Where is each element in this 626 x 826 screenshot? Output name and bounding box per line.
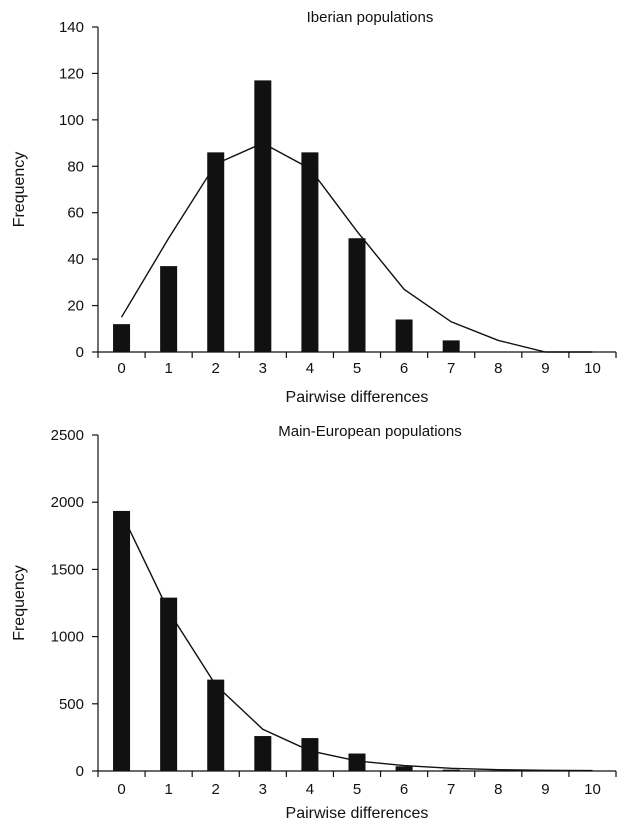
x-tick-label: 4 — [306, 360, 314, 377]
y-tick-label: 40 — [67, 251, 84, 268]
x-tick-label: 3 — [259, 360, 267, 377]
x-tick-label: 9 — [541, 360, 549, 377]
x-tick-label: 1 — [164, 360, 172, 377]
bar-2 — [207, 679, 225, 771]
bar-0 — [113, 510, 131, 771]
x-tick-label: 2 — [212, 360, 220, 377]
x-tick-label: 4 — [306, 781, 314, 798]
bar-8 — [489, 770, 507, 771]
y-tick-label: 140 — [59, 19, 84, 36]
bar-3 — [254, 80, 272, 353]
y-axis-label: Frequency — [11, 565, 28, 641]
bar-4 — [301, 152, 319, 352]
bar-5 — [348, 238, 366, 352]
x-tick-label: 7 — [447, 781, 455, 798]
y-tick-label: 60 — [67, 205, 84, 222]
bar-1 — [160, 597, 178, 771]
y-tick-label: 20 — [67, 298, 84, 315]
y-tick-label: 2500 — [51, 427, 84, 444]
bar-5 — [348, 753, 366, 771]
x-tick-label: 8 — [494, 781, 502, 798]
bar-2 — [207, 152, 225, 352]
bar-0 — [113, 324, 131, 352]
x-tick-label: 6 — [400, 360, 408, 377]
fitted-line — [120, 142, 593, 353]
y-axis-label: Frequency — [11, 152, 28, 228]
x-tick-label: 0 — [117, 781, 125, 798]
x-tick-label: 7 — [447, 360, 455, 377]
bar-3 — [254, 736, 272, 771]
bar-6 — [395, 319, 413, 352]
chart-title: Main-European populations — [278, 423, 461, 440]
bar-7 — [442, 769, 460, 771]
y-tick-label: 2000 — [51, 494, 84, 511]
x-tick-label: 8 — [494, 360, 502, 377]
bar-7 — [442, 340, 460, 352]
x-tick-label: 1 — [164, 781, 172, 798]
y-tick-label: 80 — [67, 158, 84, 175]
x-tick-label: 5 — [353, 360, 361, 377]
x-axis-label: Pairwise differences — [286, 805, 429, 822]
x-tick-label: 10 — [584, 781, 601, 798]
bar-4 — [301, 738, 319, 771]
chart-title: Iberian populations — [307, 9, 434, 26]
y-tick-label: 0 — [76, 344, 84, 361]
x-tick-label: 0 — [117, 360, 125, 377]
x-tick-label: 10 — [584, 360, 601, 377]
bar-6 — [395, 766, 413, 771]
y-tick-label: 500 — [59, 696, 84, 713]
y-tick-label: 1000 — [51, 629, 84, 646]
y-tick-label: 0 — [76, 763, 84, 780]
x-axis-label: Pairwise differences — [286, 389, 429, 406]
x-tick-label: 2 — [212, 781, 220, 798]
bar-1 — [160, 266, 178, 352]
y-tick-label: 100 — [59, 112, 84, 129]
chart-main-european: Main-European populations 0 500 1000 1500 200… — [11, 423, 617, 822]
chart-iberian: Iberian populations 0 20 40 60 80 100 120 140 0 1 2… — [11, 9, 617, 406]
x-tick-label: 5 — [353, 781, 361, 798]
y-tick-label: 1500 — [51, 561, 84, 578]
y-tick-label: 120 — [59, 65, 84, 82]
x-tick-label: 3 — [259, 781, 267, 798]
fitted-line — [120, 512, 593, 772]
x-tick-label: 6 — [400, 781, 408, 798]
x-tick-label: 9 — [541, 781, 549, 798]
